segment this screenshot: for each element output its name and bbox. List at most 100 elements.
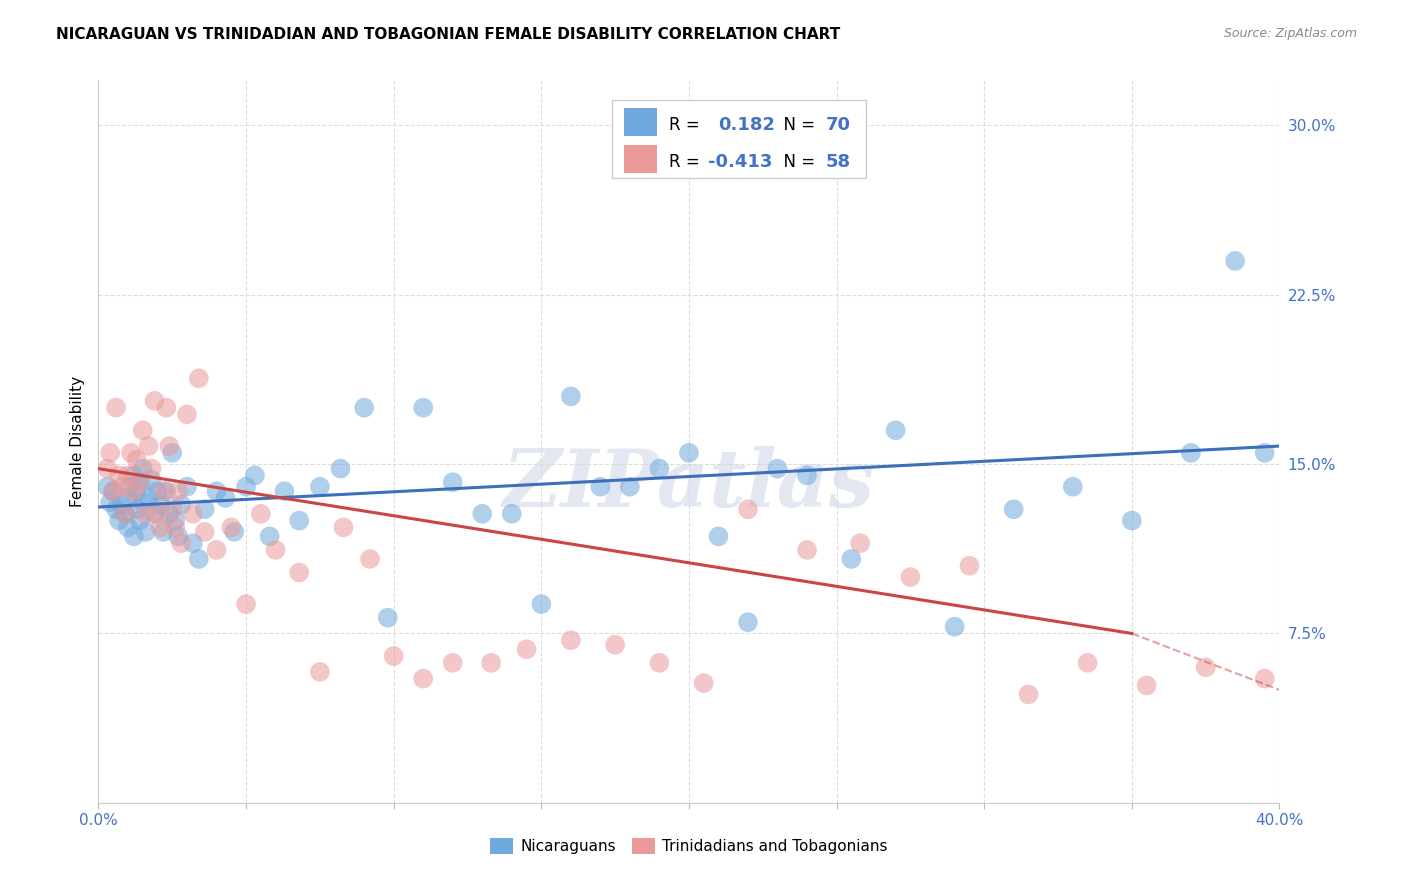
Point <box>114 507 136 521</box>
Point <box>125 502 148 516</box>
Text: Source: ZipAtlas.com: Source: ZipAtlas.com <box>1223 27 1357 40</box>
Legend: Nicaraguans, Trinidadians and Tobagonians: Nicaraguans, Trinidadians and Tobagonian… <box>484 832 894 860</box>
Point <box>117 520 139 534</box>
Point <box>122 468 145 483</box>
Point <box>796 542 818 557</box>
Text: NICARAGUAN VS TRINIDADIAN AND TOBAGONIAN FEMALE DISABILITY CORRELATION CHART: NICARAGUAN VS TRINIDADIAN AND TOBAGONIAN… <box>56 27 841 42</box>
Point <box>128 514 150 528</box>
Point <box>1002 502 1025 516</box>
Point <box>157 507 180 521</box>
Point <box>309 665 332 679</box>
Text: 70: 70 <box>825 116 851 134</box>
Point <box>165 514 187 528</box>
Point <box>441 656 464 670</box>
Point <box>214 491 236 505</box>
Point <box>849 536 872 550</box>
Point <box>181 536 204 550</box>
Point <box>250 507 273 521</box>
Point <box>1225 253 1247 268</box>
Point <box>167 529 190 543</box>
Point <box>412 401 434 415</box>
Y-axis label: Female Disability: Female Disability <box>69 376 84 508</box>
Point <box>841 552 863 566</box>
Point <box>412 672 434 686</box>
Point <box>162 446 183 460</box>
Point <box>146 484 169 499</box>
Point <box>125 452 148 467</box>
Point <box>353 401 375 415</box>
Point <box>235 480 257 494</box>
Point <box>135 524 157 539</box>
Point <box>479 656 502 670</box>
Point <box>501 507 523 521</box>
Point <box>359 552 381 566</box>
Point <box>1121 514 1143 528</box>
Point <box>108 468 131 483</box>
Point <box>108 514 131 528</box>
Point <box>149 520 172 534</box>
Point <box>648 461 671 475</box>
Point <box>737 502 759 516</box>
Point <box>1077 656 1099 670</box>
Point <box>132 423 155 437</box>
Point <box>138 439 160 453</box>
Point <box>194 524 217 539</box>
Point <box>125 484 148 499</box>
Point <box>143 507 166 521</box>
Point <box>329 461 352 475</box>
Point <box>128 475 150 490</box>
Point <box>103 484 125 499</box>
Point <box>309 480 332 494</box>
Point <box>117 468 139 483</box>
Point <box>96 461 118 475</box>
Point <box>194 502 217 516</box>
Point <box>530 597 553 611</box>
Point <box>132 495 155 509</box>
Point <box>152 484 174 499</box>
Point <box>105 401 128 415</box>
Point <box>98 495 121 509</box>
Point <box>377 610 399 624</box>
Point <box>605 638 627 652</box>
Point <box>243 468 266 483</box>
Point <box>167 484 190 499</box>
Point <box>138 491 160 505</box>
Point <box>678 446 700 460</box>
Point <box>141 461 163 475</box>
Text: R =: R = <box>669 116 710 134</box>
Point <box>170 536 193 550</box>
Point <box>141 473 163 487</box>
Point <box>128 475 150 490</box>
Point <box>122 484 145 499</box>
Bar <box>624 145 657 173</box>
Point <box>157 439 180 453</box>
Text: ZIPatlas: ZIPatlas <box>503 446 875 524</box>
Text: N =: N = <box>773 153 820 171</box>
Point <box>766 461 789 475</box>
Point <box>441 475 464 490</box>
Point <box>516 642 538 657</box>
Point <box>122 529 145 543</box>
Point <box>1062 480 1084 494</box>
Point <box>900 570 922 584</box>
Point <box>273 484 295 499</box>
Point <box>155 401 177 415</box>
Point <box>884 423 907 437</box>
Point <box>120 480 142 494</box>
Point <box>1254 446 1277 460</box>
Point <box>181 507 204 521</box>
Point <box>796 468 818 483</box>
Point <box>143 393 166 408</box>
Point <box>1018 687 1040 701</box>
Point <box>1195 660 1218 674</box>
Point <box>132 461 155 475</box>
Point <box>205 542 228 557</box>
Point <box>259 529 281 543</box>
Point <box>648 656 671 670</box>
Point <box>382 648 405 663</box>
Point <box>146 507 169 521</box>
Point <box>1180 446 1202 460</box>
Point <box>117 491 139 505</box>
Point <box>471 507 494 521</box>
Point <box>693 676 716 690</box>
